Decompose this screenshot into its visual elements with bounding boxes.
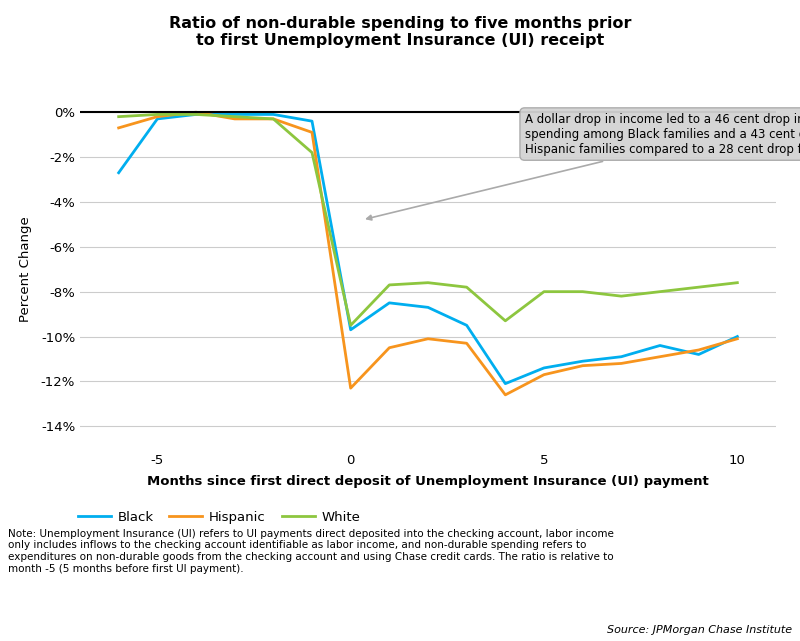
X-axis label: Months since first direct deposit of Unemployment Insurance (UI) payment: Months since first direct deposit of Une… [147, 475, 709, 488]
Y-axis label: Percent Change: Percent Change [19, 217, 33, 322]
Text: Source: JPMorgan Chase Institute: Source: JPMorgan Chase Institute [607, 624, 792, 635]
Text: A dollar drop in income led to a 46 cent drop in nondurable
spending among Black: A dollar drop in income led to a 46 cent… [366, 113, 800, 220]
Legend: Black, Hispanic, White: Black, Hispanic, White [73, 506, 366, 529]
Text: Note: Unemployment Insurance (UI) refers to UI payments direct deposited into th: Note: Unemployment Insurance (UI) refers… [8, 529, 614, 574]
Text: Ratio of non-durable spending to five months prior
to first Unemployment Insuran: Ratio of non-durable spending to five mo… [169, 16, 631, 49]
